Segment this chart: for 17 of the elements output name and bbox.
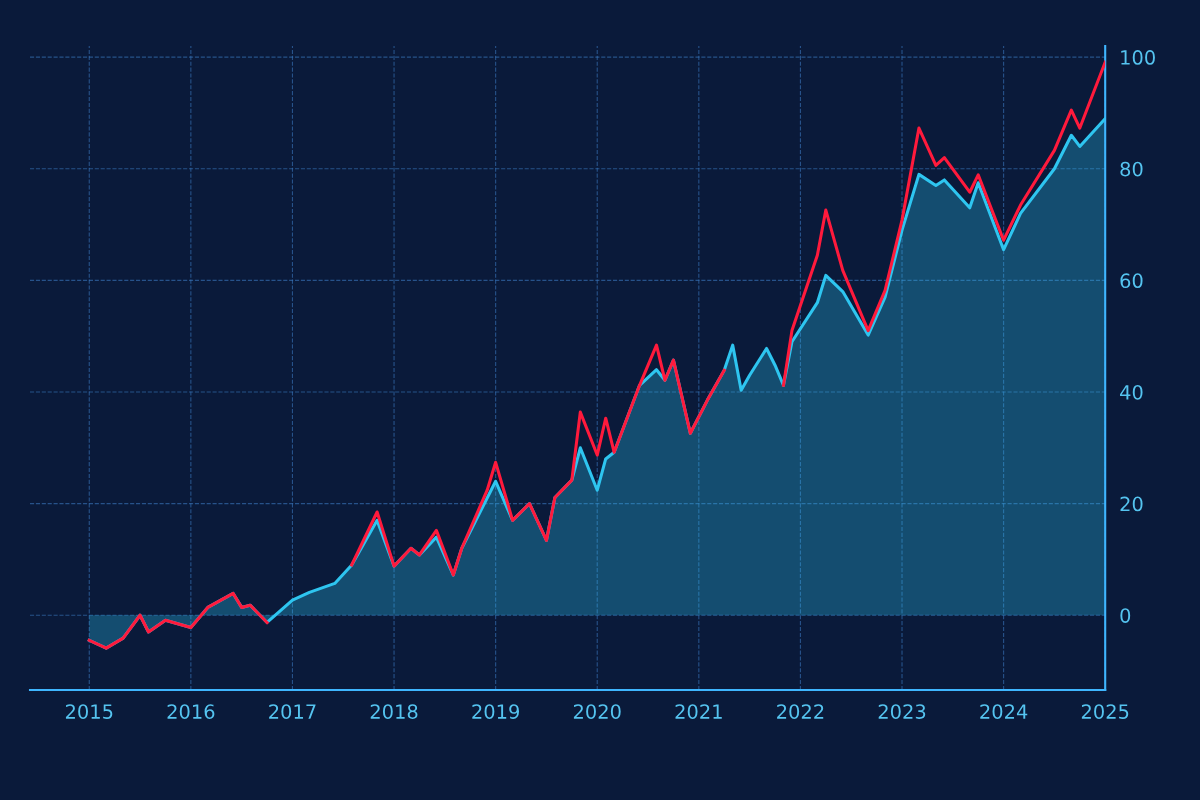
x-tick-label: 2016 bbox=[167, 704, 215, 719]
x-tick-label: 2025 bbox=[1081, 704, 1129, 719]
y-tick-label: 80 bbox=[1120, 161, 1143, 177]
x-tick-label: 2015 bbox=[65, 704, 113, 719]
y-tick-label: 60 bbox=[1120, 273, 1143, 289]
x-tick-label: 2017 bbox=[269, 704, 316, 719]
x-tick-label: 2023 bbox=[878, 704, 926, 719]
x-tick-label: 2019 bbox=[472, 704, 520, 719]
x-tick-label: 2021 bbox=[675, 704, 722, 719]
y-tick-label: 40 bbox=[1120, 384, 1143, 400]
y-tick-label: 20 bbox=[1120, 496, 1143, 512]
x-tick-label: 2018 bbox=[370, 704, 418, 719]
y-tick-label: 0 bbox=[1120, 608, 1131, 623]
x-tick-label: 2020 bbox=[573, 704, 621, 719]
y-tick-label: 100 bbox=[1121, 50, 1155, 65]
x-tick-label: 2024 bbox=[980, 704, 1028, 719]
x-tick-label: 2022 bbox=[777, 704, 824, 719]
